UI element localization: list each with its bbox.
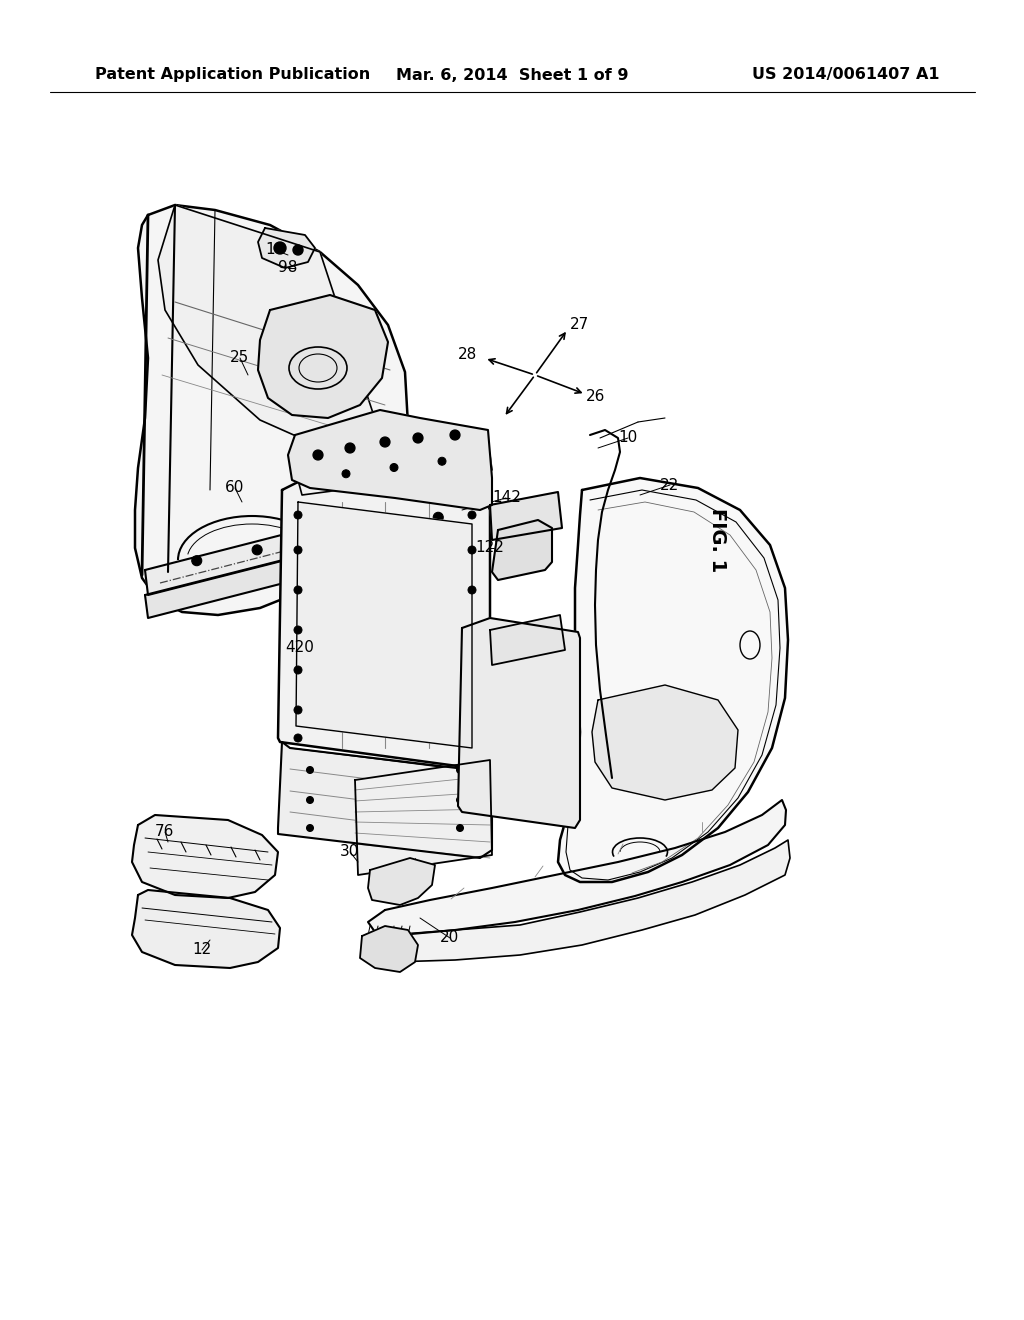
Text: 26: 26: [586, 389, 605, 404]
Polygon shape: [145, 482, 490, 595]
Circle shape: [294, 546, 302, 554]
Polygon shape: [375, 840, 790, 962]
Polygon shape: [490, 492, 562, 540]
Text: US 2014/0061407 A1: US 2014/0061407 A1: [753, 67, 940, 82]
Circle shape: [274, 242, 286, 253]
Polygon shape: [490, 615, 565, 665]
Circle shape: [468, 706, 476, 714]
Circle shape: [457, 767, 464, 774]
Text: 20: 20: [440, 931, 459, 945]
Text: 142: 142: [492, 491, 521, 506]
Circle shape: [468, 734, 476, 742]
Text: 60: 60: [225, 480, 245, 495]
Text: 14: 14: [265, 243, 285, 257]
Circle shape: [380, 437, 390, 447]
Polygon shape: [558, 478, 788, 882]
Circle shape: [252, 545, 262, 554]
Circle shape: [294, 706, 302, 714]
Polygon shape: [258, 228, 315, 268]
Circle shape: [468, 626, 476, 634]
Circle shape: [390, 463, 398, 471]
Text: 76: 76: [155, 825, 174, 840]
Polygon shape: [296, 502, 472, 748]
Circle shape: [468, 586, 476, 594]
Circle shape: [306, 825, 313, 832]
Circle shape: [468, 511, 476, 519]
Polygon shape: [132, 890, 280, 968]
Circle shape: [438, 457, 446, 465]
Polygon shape: [288, 411, 492, 510]
Circle shape: [294, 511, 302, 519]
Circle shape: [345, 444, 355, 453]
Text: Mar. 6, 2014  Sheet 1 of 9: Mar. 6, 2014 Sheet 1 of 9: [395, 67, 629, 82]
Circle shape: [468, 667, 476, 675]
Polygon shape: [132, 814, 278, 898]
Polygon shape: [258, 294, 388, 418]
Text: FIG. 1: FIG. 1: [709, 508, 727, 572]
Text: 27: 27: [570, 317, 589, 333]
Text: 30: 30: [340, 845, 359, 859]
Circle shape: [373, 523, 383, 533]
Text: 25: 25: [230, 351, 249, 366]
Polygon shape: [368, 800, 786, 935]
Polygon shape: [278, 742, 492, 858]
Circle shape: [450, 430, 460, 440]
Text: 22: 22: [660, 478, 679, 492]
Circle shape: [294, 626, 302, 634]
Circle shape: [313, 450, 323, 459]
Circle shape: [433, 512, 443, 523]
Circle shape: [294, 586, 302, 594]
Text: 98: 98: [278, 260, 297, 276]
Circle shape: [457, 796, 464, 804]
Polygon shape: [492, 520, 552, 579]
Polygon shape: [298, 455, 492, 495]
Polygon shape: [278, 480, 490, 768]
Polygon shape: [355, 760, 492, 875]
Circle shape: [191, 556, 202, 566]
Polygon shape: [458, 618, 580, 828]
Text: 10: 10: [618, 430, 637, 446]
Circle shape: [294, 734, 302, 742]
Circle shape: [457, 825, 464, 832]
Text: 122: 122: [475, 540, 504, 556]
Polygon shape: [368, 858, 435, 906]
Polygon shape: [145, 508, 490, 618]
Text: 420: 420: [285, 640, 314, 656]
Circle shape: [468, 546, 476, 554]
Text: 12: 12: [193, 942, 211, 957]
Polygon shape: [135, 205, 408, 615]
Circle shape: [413, 433, 423, 444]
Circle shape: [306, 796, 313, 804]
Circle shape: [293, 246, 303, 255]
Polygon shape: [158, 205, 395, 480]
Circle shape: [342, 470, 350, 478]
Text: Patent Application Publication: Patent Application Publication: [95, 67, 371, 82]
Polygon shape: [360, 927, 418, 972]
Polygon shape: [592, 685, 738, 800]
Circle shape: [312, 535, 323, 544]
Circle shape: [306, 767, 313, 774]
Circle shape: [294, 667, 302, 675]
Text: 28: 28: [458, 347, 477, 363]
